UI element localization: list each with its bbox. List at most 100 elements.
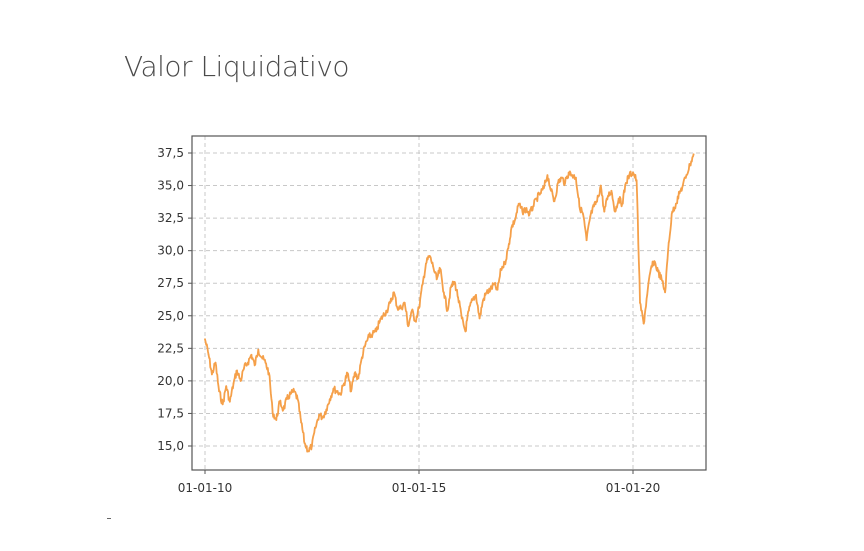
data-point (685, 174, 688, 177)
y-tick-label: 15,0 (157, 439, 184, 453)
data-point (493, 283, 495, 286)
data-point (357, 377, 360, 380)
data-point (528, 213, 531, 216)
data-point (642, 322, 645, 325)
data-point (421, 283, 424, 286)
data-point (635, 179, 638, 182)
data-point (500, 268, 502, 270)
data-point (675, 202, 677, 205)
data-point (396, 307, 399, 309)
data-point (664, 291, 666, 294)
data-point (228, 400, 231, 403)
data-point (571, 174, 574, 177)
data-point (510, 226, 513, 229)
data-point (453, 281, 456, 283)
data-point (681, 184, 684, 187)
plot-frame (191, 135, 707, 471)
data-point (671, 210, 674, 213)
data-point (625, 182, 627, 184)
data-point (553, 200, 556, 203)
data-point (204, 338, 206, 341)
data-point (325, 408, 328, 411)
y-tick-label: 20,0 (157, 374, 184, 388)
data-point (689, 163, 691, 166)
data-point (507, 247, 510, 250)
y-tick-label: 37,5 (157, 146, 184, 160)
data-point (692, 153, 695, 156)
data-point (660, 278, 663, 281)
y-tick-label: 22,5 (157, 341, 184, 355)
data-point (364, 343, 367, 346)
data-point (435, 278, 438, 281)
data-point (649, 268, 652, 270)
data-point (599, 184, 602, 187)
data-point (361, 356, 363, 359)
data-point (525, 208, 527, 210)
data-point (467, 309, 470, 312)
data-point (639, 301, 641, 304)
data-point (375, 330, 378, 333)
data-point (632, 171, 634, 174)
data-point (564, 182, 566, 184)
data-point (575, 176, 577, 179)
data-point (318, 413, 320, 416)
data-point (457, 296, 459, 299)
data-point (300, 421, 303, 424)
data-point (489, 288, 492, 291)
data-point (621, 202, 624, 205)
data-point (550, 189, 552, 192)
data-point (432, 265, 434, 268)
data-point (460, 317, 463, 320)
data-point (678, 192, 681, 195)
data-point (275, 419, 278, 421)
data-point (532, 205, 534, 208)
y-tick-label: 32,5 (157, 211, 184, 225)
x-tick-label: 01-01-20 (606, 481, 660, 495)
data-point (218, 390, 221, 393)
data-point (439, 268, 442, 270)
data-point (667, 242, 670, 244)
data-point (239, 380, 242, 382)
grid-layer (192, 136, 706, 470)
data-point (503, 262, 506, 265)
data-point (450, 286, 452, 288)
data-point (567, 171, 570, 174)
data-point (557, 182, 559, 184)
data-point (321, 416, 324, 419)
data-point (389, 301, 392, 304)
x-tick-label: 01-01-15 (392, 481, 446, 495)
data-point (289, 393, 292, 395)
chart-title: Valor Liquidativo (124, 50, 350, 83)
data-point (560, 176, 563, 179)
data-point (407, 325, 410, 328)
data-point (282, 408, 285, 411)
x-tick-label: 01-01-10 (178, 481, 232, 495)
data-point (628, 174, 631, 177)
data-point (293, 390, 296, 393)
data-point (657, 270, 659, 273)
data-point (428, 255, 431, 257)
data-point (596, 200, 598, 203)
data-point (286, 398, 288, 400)
data-point (368, 335, 370, 338)
data-point (385, 309, 388, 312)
data-point (271, 411, 274, 413)
data-point (496, 288, 499, 291)
data-point (589, 215, 592, 218)
data-point (464, 330, 467, 333)
data-point (535, 197, 538, 200)
data-point (371, 333, 374, 335)
data-point (303, 442, 306, 445)
y-tick-label: 30,0 (157, 244, 184, 258)
data-point (339, 393, 342, 395)
label-layer: 15,0 17,5 20,0 22,5 25,0 27,5 30,0 32,5 35,0 37,5… (157, 146, 660, 495)
data-point (582, 213, 584, 216)
series-line-0 (204, 154, 695, 453)
data-point (221, 403, 224, 406)
data-point (400, 307, 402, 309)
data-point (414, 320, 417, 322)
data-point (268, 372, 270, 374)
data-point (243, 367, 246, 369)
data-point (393, 291, 395, 294)
